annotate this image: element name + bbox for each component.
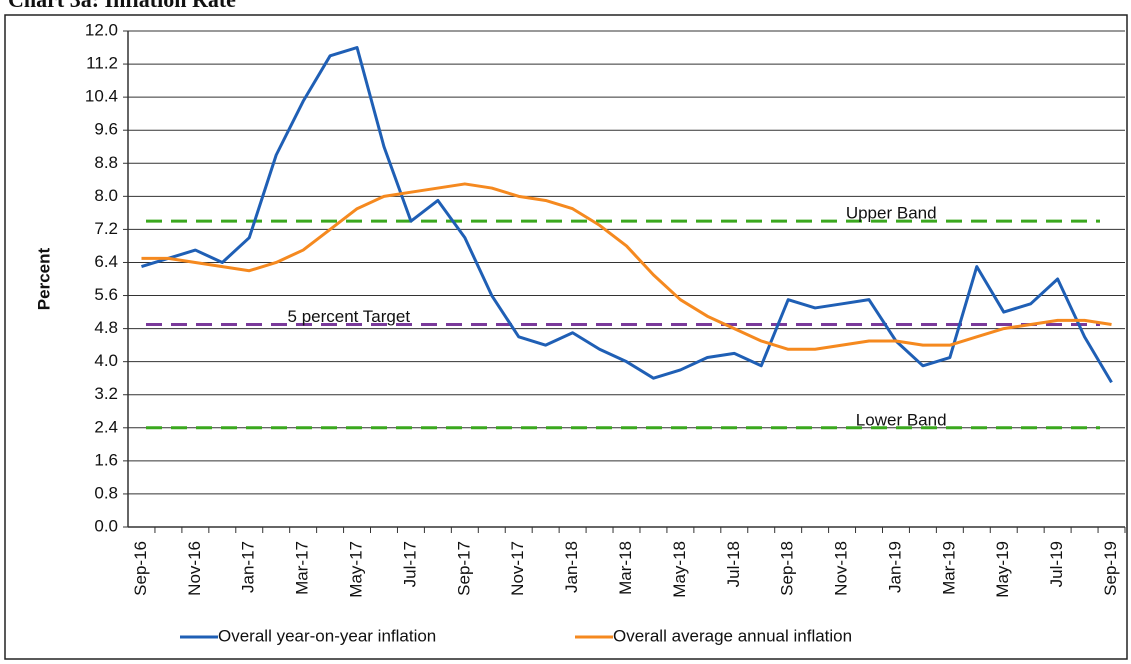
x-tick-label: Sep-19 bbox=[1101, 541, 1120, 596]
series-line bbox=[141, 46, 1113, 384]
y-tick-label: 3.2 bbox=[94, 384, 118, 403]
x-tick-label: Sep-18 bbox=[778, 541, 797, 596]
y-tick-label: 4.0 bbox=[94, 351, 118, 370]
x-tick-label: Mar-19 bbox=[939, 541, 958, 595]
y-tick-label: 8.0 bbox=[94, 186, 118, 205]
y-tick-label: 0.0 bbox=[94, 516, 118, 535]
legend-label: Overall year-on-year inflation bbox=[218, 626, 436, 645]
y-tick-label: 11.2 bbox=[86, 54, 118, 73]
y-tick-label: 6.4 bbox=[94, 252, 118, 271]
y-tick-label: 8.8 bbox=[94, 153, 118, 172]
x-tick-label: May-19 bbox=[993, 541, 1012, 598]
x-tick-label: Mar-17 bbox=[293, 541, 312, 595]
series-line bbox=[141, 182, 1112, 351]
x-tick-label: Mar-18 bbox=[616, 541, 635, 595]
y-tick-label: 7.2 bbox=[94, 219, 118, 238]
y-tick-label: 10.4 bbox=[85, 87, 118, 106]
reference-label: Lower Band bbox=[856, 410, 947, 429]
x-tick-label: Jan-17 bbox=[239, 541, 258, 593]
y-tick-label: 2.4 bbox=[94, 417, 118, 436]
chart-border bbox=[4, 14, 1128, 660]
reference-label: 5 percent Target bbox=[288, 307, 411, 326]
y-tick-label: 5.6 bbox=[94, 285, 118, 304]
x-tick-label: Jul-18 bbox=[724, 541, 743, 587]
x-tick-label: May-17 bbox=[347, 541, 366, 598]
x-tick-label: May-18 bbox=[670, 541, 689, 598]
x-tick-label: Sep-17 bbox=[454, 541, 473, 596]
x-tick-label: Nov-18 bbox=[832, 541, 851, 596]
y-tick-label: 4.8 bbox=[94, 318, 118, 337]
x-tick-label: Nov-16 bbox=[185, 541, 204, 596]
x-tick-label: Sep-16 bbox=[131, 541, 150, 596]
y-tick-label: 0.8 bbox=[94, 483, 118, 502]
reference-label: Upper Band bbox=[846, 204, 937, 223]
y-axis-label: Percent bbox=[34, 247, 53, 310]
chart-title: Chart 3a: Inflation Rate bbox=[8, 0, 236, 12]
y-tick-label: 1.6 bbox=[94, 450, 118, 469]
y-tick-label: 9.6 bbox=[94, 120, 118, 139]
legend-label: Overall average annual inflation bbox=[613, 626, 852, 645]
x-tick-label: Jan-18 bbox=[562, 541, 581, 593]
x-tick-label: Nov-17 bbox=[508, 541, 527, 596]
x-tick-label: Jan-19 bbox=[885, 541, 904, 593]
y-tick-label: 12.0 bbox=[85, 20, 118, 39]
x-tick-label: Jul-19 bbox=[1047, 541, 1066, 587]
x-tick-label: Jul-17 bbox=[400, 541, 419, 587]
